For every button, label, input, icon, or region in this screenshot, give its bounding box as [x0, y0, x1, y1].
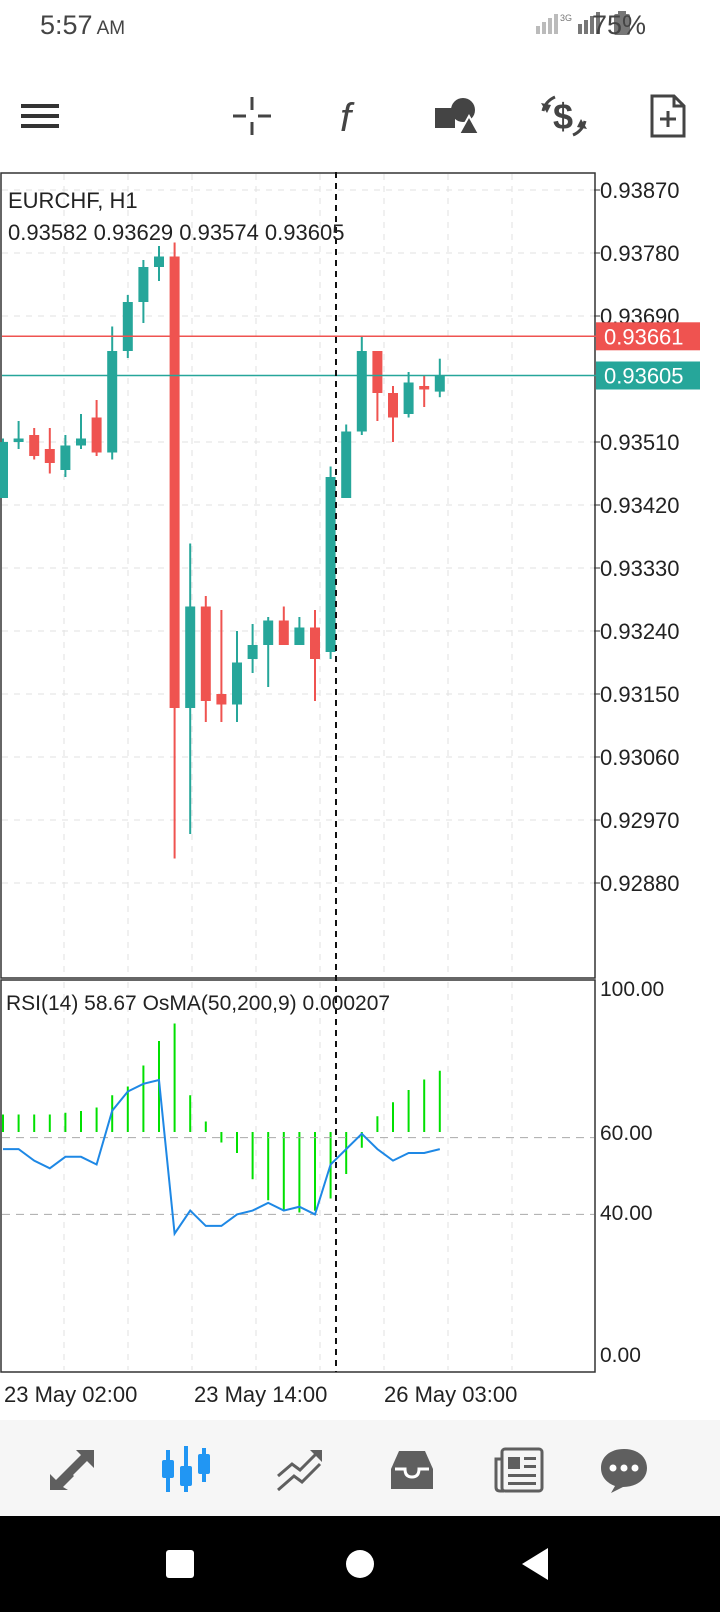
- candle-body: [60, 445, 71, 470]
- candle-body: [388, 393, 398, 418]
- price-tick-label: 0.93870: [600, 178, 680, 203]
- trade-icon[interactable]: [270, 1442, 330, 1498]
- candle-body: [403, 382, 414, 414]
- indicator-label: RSI(14) 58.67 OsMA(50,200,9) 0.000207: [6, 992, 390, 1015]
- candle-body: [310, 627, 320, 659]
- svg-text:$: $: [553, 96, 573, 137]
- price-tick-label: 0.93240: [600, 619, 680, 644]
- price-tick-label: 0.93420: [600, 493, 680, 518]
- ind-tick-40: 40.00: [600, 1202, 653, 1225]
- price-tick-label: 0.93780: [600, 241, 680, 266]
- indicator-levels: [2, 1137, 594, 1215]
- candle-body: [44, 449, 55, 463]
- bid-tag-box: [596, 361, 700, 390]
- candle-body: [419, 386, 430, 390]
- candle-body: [107, 351, 118, 453]
- indicator-frame: [0, 979, 596, 1373]
- time-label-3: 26 May 03:00: [384, 1382, 517, 1407]
- candle-body: [356, 351, 367, 432]
- home-icon[interactable]: [340, 1544, 380, 1584]
- candle-body: [13, 438, 24, 442]
- chart-area[interactable]: 0.93870 0.93780 0.93690 0.93510 0.93420 0.933…: [0, 172, 720, 1417]
- news-icon[interactable]: [490, 1442, 550, 1498]
- chart-icon[interactable]: [156, 1442, 216, 1498]
- candle-body: [200, 606, 211, 701]
- candle-body: [247, 645, 258, 659]
- candle-body: [185, 606, 196, 708]
- candle-body: [325, 477, 336, 652]
- candle-body: [154, 256, 164, 267]
- candle-body: [216, 694, 227, 705]
- candle-body: [434, 375, 445, 392]
- messages-icon[interactable]: [594, 1442, 654, 1498]
- main-chart-frame: [0, 172, 596, 979]
- chart-toolbar: f $: [0, 86, 720, 150]
- status-bar: 5:57 AM 3G 75%: [0, 0, 720, 52]
- bid-tag-label: 0.93605: [604, 364, 684, 389]
- candle-body: [91, 417, 102, 453]
- price-lines: [2, 335, 596, 377]
- new-order-icon[interactable]: [638, 86, 698, 146]
- candle-body: [232, 662, 242, 705]
- candle-body: [294, 627, 305, 645]
- ind-tick-100: 100.00: [600, 978, 664, 1001]
- candle-body: [76, 438, 86, 446]
- battery-icon: [614, 11, 630, 35]
- price-tick-label: 0.93510: [600, 430, 680, 455]
- crosshair-icon[interactable]: [222, 86, 282, 146]
- ask-tag-box: [596, 322, 700, 351]
- quotes-icon[interactable]: [42, 1442, 102, 1498]
- candle-body: [263, 620, 274, 645]
- back-icon[interactable]: [516, 1544, 556, 1584]
- recents-icon[interactable]: [160, 1544, 200, 1584]
- ask-tag-label: 0.93661: [604, 324, 684, 349]
- chart-grid: [2, 174, 594, 1370]
- price-axis-labels: 0.938700.937800.936900.935100.934200.933…: [594, 178, 680, 896]
- system-navigation-bar: [0, 1516, 720, 1612]
- price-tick-label: 0.92880: [600, 871, 680, 896]
- price-tick-label: 0.93150: [600, 682, 680, 707]
- rsi-line: [3, 1078, 441, 1237]
- svg-text:f: f: [340, 96, 355, 139]
- price-tick-label: 0.93330: [600, 556, 680, 581]
- price-chart[interactable]: 0.938700.937800.936900.935100.934200.933…: [0, 172, 720, 1412]
- candle-body: [341, 431, 352, 498]
- osma-histogram: [2, 1023, 441, 1213]
- candle-body: [0, 442, 8, 498]
- candles-layer: [0, 242, 445, 859]
- history-icon[interactable]: [382, 1442, 442, 1498]
- candle-body: [278, 620, 289, 645]
- candle-body: [138, 267, 149, 302]
- candle-body: [372, 351, 383, 393]
- signal-icon: 3G: [536, 12, 600, 34]
- ind-tick-0: 0.00: [600, 1344, 641, 1367]
- candle-body: [169, 256, 180, 708]
- price-tick-label: 0.92970: [600, 808, 680, 833]
- svg-text:3G: 3G: [560, 13, 572, 23]
- price-bid-tag: 0.93605: [596, 361, 700, 390]
- bottom-navigation: [0, 1420, 720, 1516]
- ohlc-label: 0.93582 0.93629 0.93574 0.93605: [8, 220, 344, 245]
- candle-body: [29, 435, 40, 456]
- function-icon[interactable]: f: [324, 86, 384, 146]
- time-label-1: 23 May 02:00: [4, 1382, 137, 1407]
- symbol-label: EURCHF, H1: [8, 188, 138, 213]
- status-time: 5:57 AM: [40, 10, 126, 40]
- price-ask-tag: 0.93661: [596, 322, 700, 351]
- battery-percent: 75%: [591, 10, 646, 40]
- ind-tick-60: 60.00: [600, 1122, 653, 1145]
- candle-body: [122, 302, 133, 351]
- price-tick-label: 0.93060: [600, 745, 680, 770]
- menu-icon[interactable]: [10, 86, 70, 146]
- time-label-2: 23 May 14:00: [194, 1382, 327, 1407]
- symbol-change-icon[interactable]: $: [534, 86, 594, 146]
- objects-icon[interactable]: [426, 86, 486, 146]
